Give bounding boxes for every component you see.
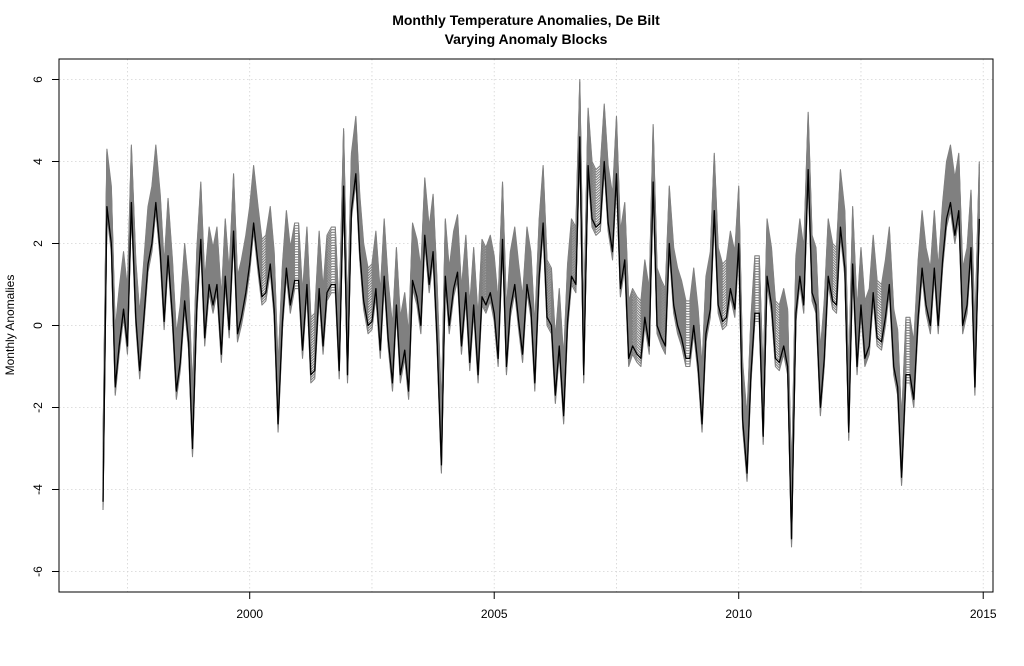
- main-series: [102, 136, 980, 540]
- ensemble-line: [102, 78, 980, 482]
- ensemble-line: [102, 86, 980, 490]
- main-series-line: [102, 136, 980, 540]
- y-axis-label: Monthly Anomalies: [3, 275, 17, 376]
- ensemble-line: [102, 97, 980, 501]
- x-tick-label: 2005: [481, 607, 508, 621]
- y-tick-label: 0: [31, 322, 45, 329]
- ensemble-line: [102, 94, 980, 498]
- y-tick-label: 6: [31, 76, 45, 83]
- grid-lines: [59, 59, 993, 592]
- y-tick-label: 2: [31, 240, 45, 247]
- ensemble-series: [102, 78, 980, 548]
- ensemble-line: [102, 110, 980, 514]
- ensemble-line: [102, 107, 980, 511]
- y-tick-label: 4: [31, 158, 45, 165]
- chart-title: Monthly Temperature Anomalies, De Bilt: [392, 12, 660, 28]
- ensemble-line: [102, 99, 980, 503]
- y-tick-label: -6: [31, 566, 45, 577]
- plot-frame: [58, 58, 994, 593]
- x-tick-label: 2010: [725, 607, 752, 621]
- chart-subtitle: Varying Anomaly Blocks: [445, 31, 608, 47]
- ensemble-line: [102, 89, 980, 493]
- y-tick-label: -2: [31, 402, 45, 413]
- ensemble-line: [102, 92, 980, 495]
- x-tick-label: 2015: [970, 607, 997, 621]
- ensemble-line: [102, 113, 980, 516]
- x-tick-label: 2000: [236, 607, 263, 621]
- ensemble-line: [102, 102, 980, 506]
- ensemble-line: [102, 105, 980, 509]
- y-tick-label: -4: [31, 484, 45, 495]
